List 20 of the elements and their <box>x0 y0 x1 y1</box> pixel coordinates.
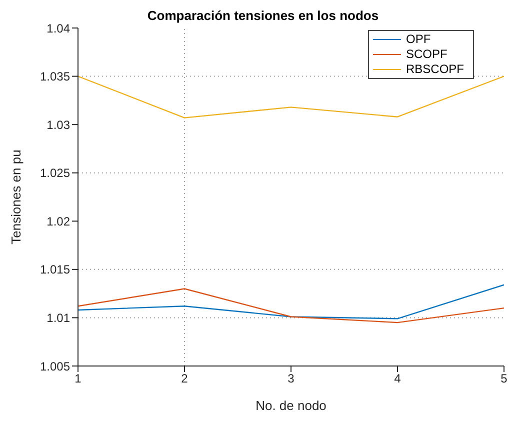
x-tick-label: 4 <box>394 372 402 386</box>
legend-label: SCOPF <box>406 47 448 62</box>
x-tick-label: 5 <box>500 372 508 386</box>
x-axis-title: No. de nodo <box>256 398 326 413</box>
x-tick-label: 2 <box>181 372 188 386</box>
y-axis-title: Tensiones en pu <box>8 150 24 244</box>
y-tick-label: 1.01 <box>46 310 70 325</box>
line-series <box>78 76 504 118</box>
legend-label: RBSCOPF <box>406 62 464 77</box>
legend-label: OPF <box>406 32 431 47</box>
chart-title: Comparación tensiones en los nodos <box>147 8 379 23</box>
y-tick-label: 1.015 <box>40 262 70 277</box>
y-tick-label: 1.025 <box>40 166 70 180</box>
y-tick-label: 1.04 <box>46 21 70 36</box>
x-tick-label: 1 <box>74 372 82 386</box>
y-tick-label: 1.03 <box>46 118 70 132</box>
y-tick-label: 1.035 <box>40 70 70 84</box>
y-tick-label: 1.02 <box>46 214 70 228</box>
x-tick-label: 3 <box>288 372 295 386</box>
y-tick-label: 1.005 <box>40 359 70 374</box>
